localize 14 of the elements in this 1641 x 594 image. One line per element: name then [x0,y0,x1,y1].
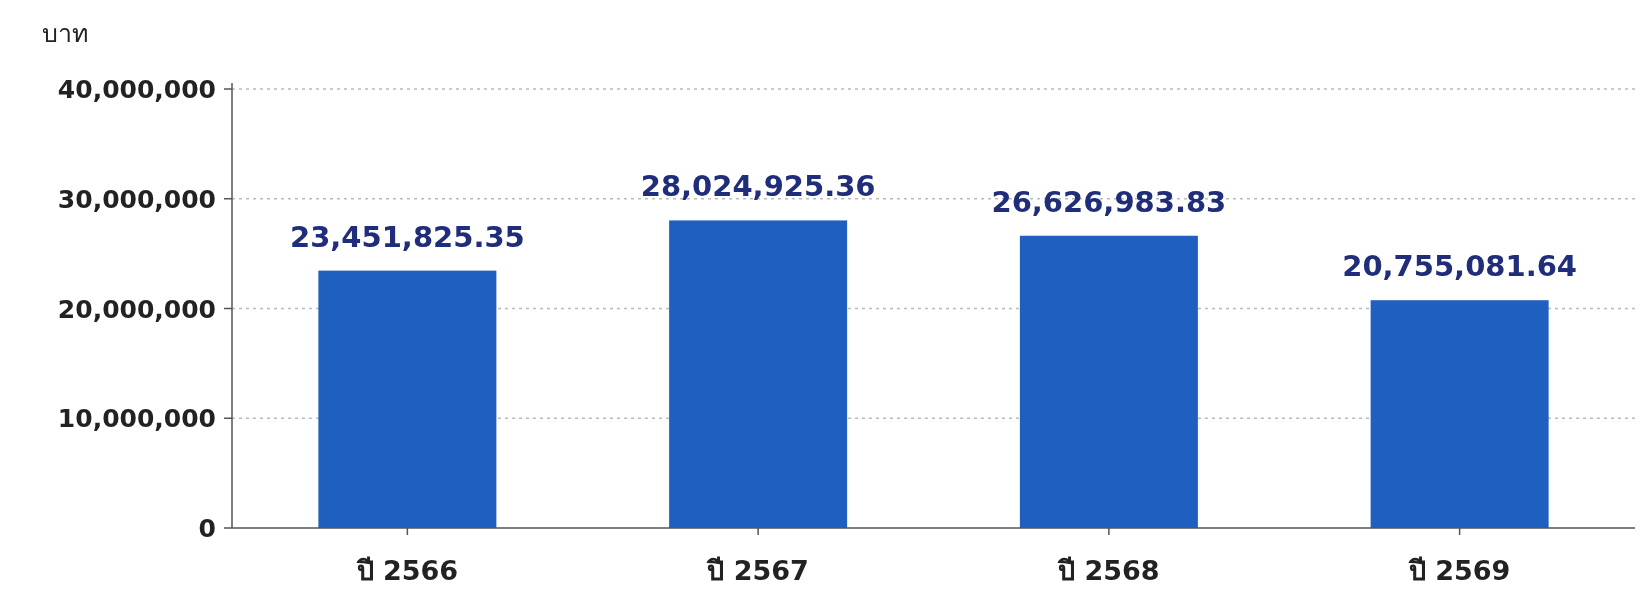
data-label: 20,755,081.64 [1342,249,1578,284]
x-tick-label: ปี 2569 [1407,555,1511,586]
data-label: 28,024,925.36 [640,169,876,204]
x-tick-label: ปี 2567 [706,555,809,586]
y-tick-label: 30,000,000 [57,184,216,214]
y-tick-label: 20,000,000 [57,294,216,324]
y-tick-label: 10,000,000 [57,404,216,434]
x-tick-label: ปี 2568 [1057,555,1160,586]
data-label: 26,626,983.83 [991,184,1227,219]
y-tick-label: 40,000,000 [57,75,216,104]
x-tick-label: ปี 2566 [355,555,459,586]
data-label: 23,451,825.35 [289,219,525,254]
y-axis-title: บาท [42,19,88,48]
y-tick-label: 0 [198,514,216,543]
